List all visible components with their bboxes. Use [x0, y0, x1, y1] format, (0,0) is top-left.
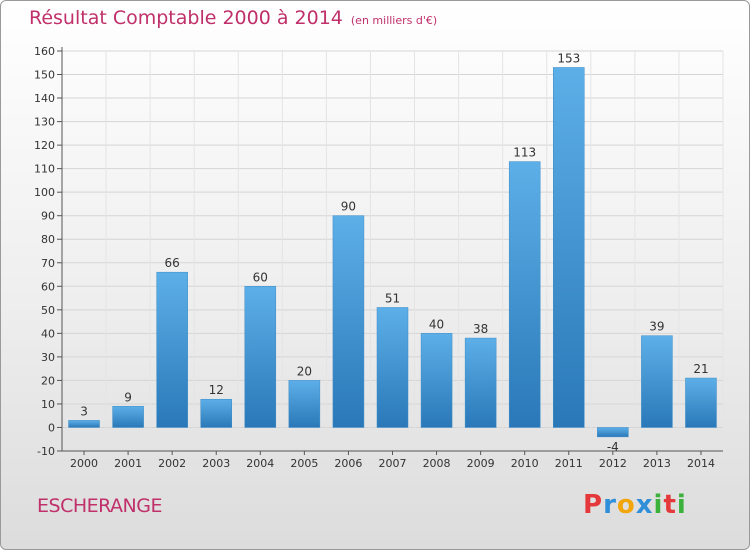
data-label: 153: [557, 51, 580, 65]
x-tick-label: 2005: [290, 457, 318, 470]
x-tick-label: 2010: [511, 457, 539, 470]
x-tick-label: 2004: [246, 457, 274, 470]
x-tick-label: 2014: [687, 457, 715, 470]
data-label: 60: [253, 270, 268, 284]
y-tick-label: 70: [41, 257, 55, 270]
y-tick-label: 60: [41, 280, 55, 293]
x-tick-label: 2000: [70, 457, 98, 470]
commune-name: ESCHERANGE: [37, 495, 163, 517]
logo-letter: x: [635, 490, 654, 520]
bar: [420, 333, 453, 428]
proxiti-logo: Proxiti: [583, 490, 687, 520]
data-label: 66: [165, 256, 180, 270]
bar: [112, 406, 144, 428]
y-tick-label: 160: [34, 45, 55, 58]
bar: [685, 377, 717, 428]
bar: [288, 380, 321, 428]
bar: [376, 307, 409, 428]
x-tick-label: 2008: [423, 457, 451, 470]
chart-title: Résultat Comptable 2000 à 2014 (en millie…: [29, 7, 437, 29]
bar: [332, 215, 365, 428]
bar: [200, 398, 232, 428]
data-label: 38: [473, 322, 488, 336]
x-tick-label: 2007: [379, 457, 407, 470]
y-tick-label: 140: [34, 92, 55, 105]
axes: -10 0 10 20 30 40 50 60 70 80 90 100 110 120 130 140 150…: [34, 45, 723, 470]
data-label: 40: [429, 317, 444, 331]
x-tick-label: 2003: [202, 457, 230, 470]
bar: [464, 337, 497, 428]
logo-letter: i: [676, 490, 687, 520]
y-tick-label: 120: [34, 139, 55, 152]
logo-letter: t: [663, 490, 677, 520]
chart-subtitle: (en milliers d'€): [350, 14, 438, 27]
chart-title-text: Résultat Comptable 2000 à 2014: [29, 7, 343, 29]
data-label: 113: [513, 146, 536, 160]
bar: [68, 420, 100, 428]
data-label: -4: [607, 440, 619, 454]
bars: [68, 67, 717, 438]
y-tick-label: 130: [34, 116, 55, 129]
x-tick-label: 2013: [643, 457, 671, 470]
bar: [553, 67, 585, 428]
x-tick-label: 2011: [555, 457, 583, 470]
logo-letter: r: [603, 490, 617, 520]
y-tick-label: 40: [41, 327, 55, 340]
data-label: 51: [385, 291, 400, 305]
bar: [508, 161, 541, 428]
logo-letter: o: [616, 490, 636, 520]
x-tick-label: 2009: [467, 457, 495, 470]
y-tick-label: 110: [34, 163, 55, 176]
bar: [641, 335, 673, 428]
x-tick-label: 2006: [334, 457, 362, 470]
x-tick-label: 2012: [599, 457, 627, 470]
y-tick-label: -10: [37, 445, 55, 458]
y-tick-label: 30: [41, 351, 55, 364]
x-tick-label: 2001: [114, 457, 142, 470]
data-label: 20: [297, 364, 312, 378]
y-tick-label: 80: [41, 233, 55, 246]
bar: [156, 271, 188, 428]
data-label: 21: [693, 362, 708, 376]
logo-letter: P: [583, 490, 604, 520]
bar: [244, 286, 277, 428]
y-tick-label: 90: [41, 210, 55, 223]
y-tick-label: 0: [48, 421, 55, 434]
data-label: 3: [80, 404, 88, 418]
y-tick-label: 50: [41, 304, 55, 317]
x-tick-label: 2002: [158, 457, 186, 470]
data-label: 90: [341, 200, 356, 214]
data-label: 12: [209, 383, 224, 397]
y-tick-label: 10: [41, 398, 55, 411]
logo-letter: i: [653, 490, 664, 520]
y-tick-label: 20: [41, 374, 55, 387]
y-tick-label: 100: [34, 186, 55, 199]
y-tick-label: 150: [34, 69, 55, 82]
bar: [597, 427, 629, 438]
data-label: 9: [124, 390, 132, 404]
data-label: 39: [649, 320, 664, 334]
